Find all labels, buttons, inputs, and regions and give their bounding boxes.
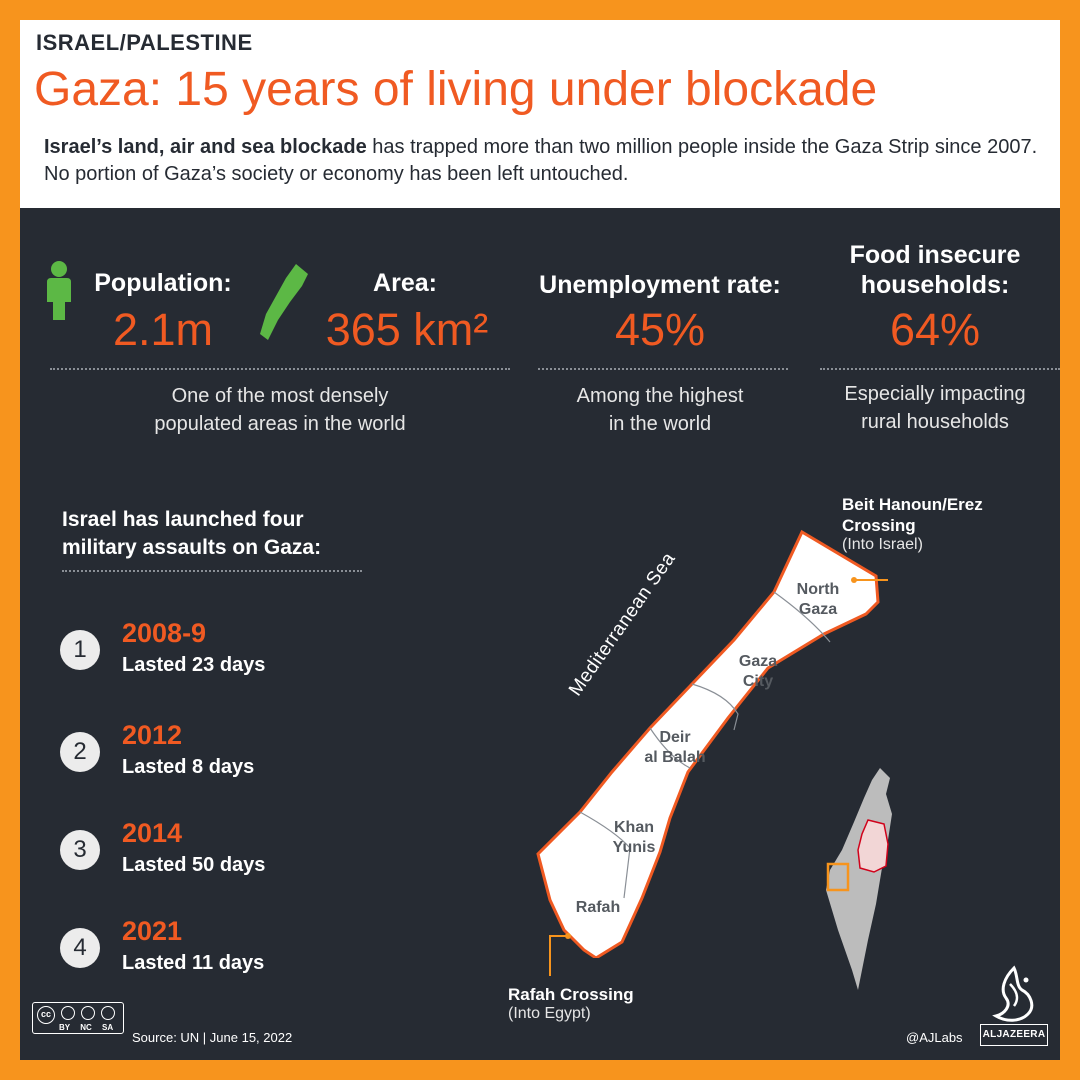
region-label-gaza-city: Gaza City bbox=[738, 653, 778, 690]
kicker: ISRAEL/PALESTINE bbox=[36, 30, 253, 55]
number-badge: 2 bbox=[60, 732, 100, 772]
number-badge: 4 bbox=[60, 928, 100, 968]
region-label-deir-al-balah: Deir al Balah bbox=[644, 729, 706, 766]
divider bbox=[820, 368, 1060, 370]
assault-duration: Lasted 11 days bbox=[122, 952, 265, 974]
gaza-outline bbox=[536, 529, 880, 958]
assaults-heading: Israel has launched four military assaul… bbox=[62, 508, 322, 559]
region-label-khan-yunis: Khan Yunis bbox=[612, 819, 656, 856]
divider bbox=[62, 570, 362, 572]
south-crossing-annotation: Rafah Crossing (Into Egypt) bbox=[508, 985, 634, 1022]
number-badge: 3 bbox=[60, 830, 100, 870]
content-panel: Population: 2.1m Area: 365 km² One of th… bbox=[20, 208, 1060, 1060]
crossing-leader-line bbox=[851, 577, 888, 583]
unemployment-note: Among the highest in the world bbox=[576, 385, 744, 435]
assault-duration: Lasted 8 days bbox=[122, 756, 255, 778]
gaza-map bbox=[536, 529, 880, 958]
header: ISRAEL/PALESTINE Gaza: 15 years of livin… bbox=[20, 20, 1060, 208]
infographic-frame: ISRAEL/PALESTINE Gaza: 15 years of livin… bbox=[20, 20, 1060, 1060]
brand-badge: ALJAZEERA bbox=[980, 1024, 1048, 1046]
population-label: Population: bbox=[94, 269, 232, 297]
cc-license-badge: cc BY NC SA bbox=[32, 1002, 124, 1034]
food-note: Especially impacting rural households bbox=[844, 383, 1026, 433]
assault-year: 2014 bbox=[122, 818, 183, 848]
unemployment-label: Unemployment rate: bbox=[539, 271, 781, 299]
region-border bbox=[773, 591, 831, 643]
region-label-rafah: Rafah bbox=[575, 899, 621, 916]
food-label: Food insecure households: bbox=[849, 241, 1021, 299]
region-border bbox=[649, 727, 691, 769]
assault-year: 2021 bbox=[122, 916, 183, 946]
page-title: Gaza: 15 years of living under blockade bbox=[34, 63, 878, 116]
divider bbox=[50, 368, 510, 370]
north-crossing-annotation: Beit Hanoun/Erez Crossing (Into Israel) bbox=[842, 495, 983, 553]
social-handle: @AJLabs bbox=[906, 1030, 963, 1045]
assault-year: 2012 bbox=[122, 720, 183, 750]
locator-map bbox=[826, 768, 892, 990]
intro-bold: Israel’s land, air and sea blockade bbox=[44, 136, 367, 158]
number-badge: 1 bbox=[60, 630, 100, 670]
assault-year: 2008-9 bbox=[122, 618, 207, 648]
intro-rest: has trapped more than two million people… bbox=[44, 136, 1038, 185]
population-value: 2.1m bbox=[112, 304, 214, 355]
aljazeera-logo-icon bbox=[992, 965, 1034, 1022]
region-border bbox=[579, 811, 631, 899]
source-text: Source: UN | June 15, 2022 bbox=[132, 1030, 293, 1045]
intro-text: Israel’s land, air and sea blockade has … bbox=[44, 134, 1044, 188]
gaza-strip-icon bbox=[260, 264, 308, 340]
assault-duration: Lasted 50 days bbox=[122, 854, 266, 876]
food-value: 64% bbox=[889, 304, 981, 355]
divider bbox=[538, 368, 788, 370]
region-border bbox=[691, 683, 739, 731]
unemployment-value: 45% bbox=[614, 304, 706, 355]
person-icon bbox=[47, 261, 71, 320]
pop-area-note: One of the most densely populated areas … bbox=[154, 385, 406, 435]
region-label-north-gaza: North Gaza bbox=[796, 581, 840, 618]
area-value: 365 km² bbox=[325, 304, 489, 355]
area-label: Area: bbox=[373, 269, 437, 297]
crossing-leader-line bbox=[549, 933, 571, 976]
assault-duration: Lasted 23 days bbox=[122, 654, 266, 676]
